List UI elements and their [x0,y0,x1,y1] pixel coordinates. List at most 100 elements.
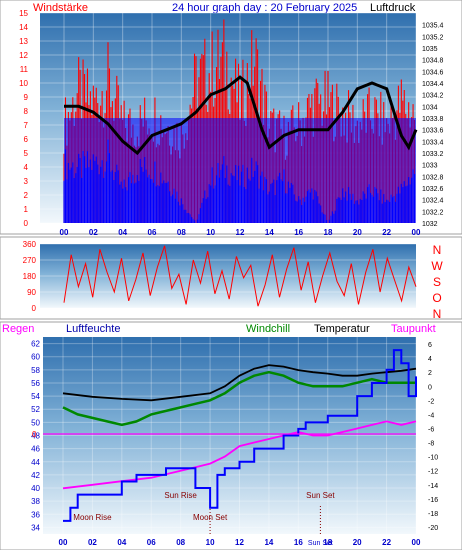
p1-left-tick-label: 0 [24,219,29,228]
p1-right-tick-label: 1035.2 [422,34,444,41]
p1-right-tick-label: 1034.8 [422,58,444,65]
p1-right-tick-label: 1034 [422,104,438,111]
p1-left-tick-label: 1 [24,205,29,214]
p3-left-tick-label: 40 [31,484,40,493]
p1-x-tick-label: 06 [148,228,157,237]
p1-left-tick-label: 12 [19,51,28,60]
p1-left-tick-label: 7 [24,121,29,130]
panel1-right-ticks: 1032 1032.2 1032.4 1032.6 1032.8 1033 1033.2 10… [422,23,444,228]
p1-x-tick-label: 10 [206,228,215,237]
p3-left-tick-label: 48 [31,432,40,441]
p1-right-tick-label: 1033.8 [422,116,444,123]
p1-left-tick-label: 11 [20,65,29,74]
wind-direction-trace [63,245,417,307]
p3-right-tick-label: -2 [428,398,434,405]
p3-right-tick-label: 6 [428,342,432,349]
panel2-series [63,245,417,307]
annotation-moon-rise: Moon Rise [73,513,112,522]
p1-left-tick-label: 3 [24,177,29,186]
p1-right-tick-label: 1032.8 [422,174,444,181]
p1-right-tick-label: 1034.4 [422,81,444,88]
p1-right-tick-label: 1033 [422,163,438,170]
p3-x-tick-label: 00 [412,538,421,547]
p3-x-tick-label: 06 [147,538,156,547]
legend-label-taupunkt: Taupunkt [391,323,436,335]
p1-x-tick-label: 08 [177,228,186,237]
annotation-moon-set: Moon Set [193,513,228,522]
p3-right-tick-label: -20 [428,525,438,532]
p2-compass-label: W [431,259,443,273]
p1-x-tick-label: 14 [265,228,274,237]
p1-x-tick-label: 20 [353,228,362,237]
p1-right-tick-label: 1034.2 [422,93,444,100]
p1-x-tick-label: 00 [412,228,421,237]
panel3-series [62,349,417,522]
p3-right-tick-label: -10 [428,455,438,462]
p2-y-tick-label: 270 [23,256,37,265]
p3-right-tick-label: -16 [428,497,438,504]
p3-x-tick-label: 04 [117,538,126,547]
p3-x-tick-label: 12 [235,538,244,547]
panel1-series [63,19,418,223]
p1-x-tick-label: 12 [236,228,245,237]
p3-left-tick-label: 58 [31,366,40,375]
p2-y-tick-label: 180 [23,272,37,281]
p3-left-tick-label: 46 [31,445,40,454]
p1-left-tick-label: 15 [19,9,28,18]
pressure-line [64,75,418,156]
rain-zero-label: 0 [32,430,37,439]
panel1-x-ticks: 00 02 04 06 08 10 12 14 16 18 20 22 00 [60,228,421,237]
p3-x-tick-label: 22 [382,538,391,547]
p3-right-tick-label: -12 [428,469,438,476]
p1-left-tick-label: 14 [19,23,28,32]
p3-left-tick-label: 62 [31,340,40,349]
p2-y-tick-label: 0 [32,304,37,313]
p2-compass-label: N [433,307,442,321]
p3-right-tick-label: 2 [428,370,432,377]
p3-left-tick-label: 34 [31,523,40,532]
legend-label-regen: Regen [2,323,34,335]
p3-left-tick-label: 50 [31,418,40,427]
legend-label-temperatur: Temperatur [314,323,370,335]
p1-left-tick-label: 13 [19,37,28,46]
p1-x-tick-label: 18 [324,228,333,237]
p3-x-tick-label: 02 [88,538,97,547]
wind-pressure-panel: Windstärke 24 hour graph day : 20 Februa… [0,0,462,237]
p3-right-tick-label: -6 [428,426,434,433]
p1-x-tick-label: 22 [382,228,391,237]
annotation-sun-set: Sun Set [306,491,335,500]
p1-x-tick-label: 02 [89,228,98,237]
p3-left-tick-label: 56 [31,379,40,388]
p3-left-tick-label: 44 [31,458,40,467]
p3-left-tick-label: 52 [31,405,40,414]
panel1-right-axis-label: Luftdruck [370,2,416,14]
p3-left-tick-label: 38 [31,497,40,506]
p1-x-tick-label: 04 [118,228,127,237]
p3-left-tick-label: 36 [31,510,40,519]
p1-right-tick-label: 1033.6 [422,128,444,135]
series-luftfeuchte [63,349,417,522]
panel3-left-ticks: 34 36 38 40 42 44 46 48 50 52 54 56 58 60 62 [31,340,40,533]
p1-left-tick-label: 2 [24,191,29,200]
p1-x-tick-label: 16 [294,228,303,237]
p3-x-tick-label: 00 [59,538,68,547]
p3-x-tick-label: 14 [264,538,273,547]
series-temperatur [62,364,417,402]
p3-left-tick-label: 42 [31,471,40,480]
p1-right-tick-label: 1035.4 [422,23,444,30]
panel3-plot-area [43,337,416,534]
p1-left-tick-label: 5 [24,149,29,158]
p3-right-tick-label: -8 [428,441,434,448]
p1-left-tick-label: 10 [19,79,28,88]
p1-left-tick-label: 8 [24,107,29,116]
p2-compass-label: S [433,275,441,289]
panel3-x-ticks: 00 02 04 06 08 10 12 14 16 18 20 22 00 Sun Set [59,538,421,547]
p2-compass-label: N [433,243,442,257]
panel3-legend: Regen Luftfeuchte Windchill Temperatur Taupu… [2,323,436,335]
p1-right-tick-label: 1033.4 [422,139,444,146]
annotation-sun-rise: Sun Rise [164,491,197,500]
p1-right-tick-label: 1035 [422,46,438,53]
